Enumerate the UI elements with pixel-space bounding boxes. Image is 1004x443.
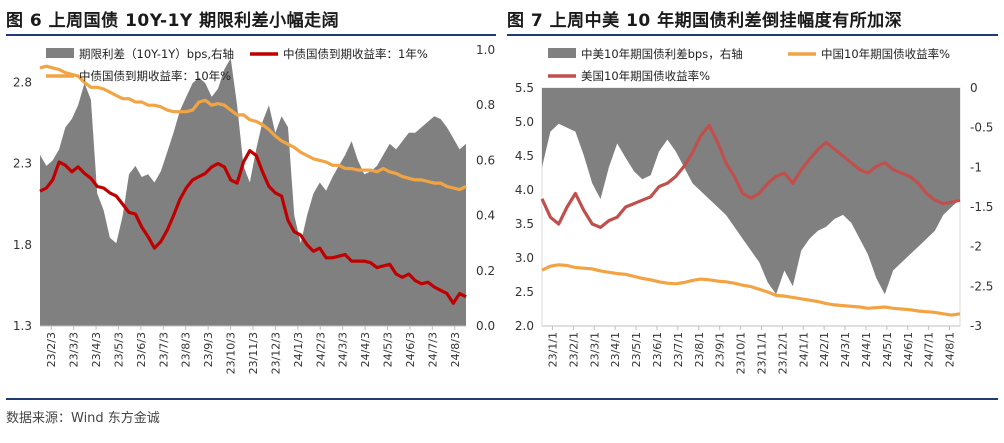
right-y-right-tick-label: -2.5 [970,279,993,293]
left-x-tick-label: 24/7/3 [426,332,439,367]
right-x-tick-label: 24/8/1 [944,332,957,367]
left-x-tick-label: 23/5/3 [112,332,125,367]
right-x-tick-label: 23/12/1 [776,332,789,374]
left-x-tick-label: 24/8/3 [449,332,462,367]
left-x-tick-label: 23/10/3 [225,332,238,374]
left-x-tick-label: 24/5/3 [382,332,395,367]
title-divider-left [6,34,496,36]
china-us-spread-chart: 23/1/1 23/2/1 23/3/1 23/4/1 23/5/1 23/6/1 23/7… [515,47,994,374]
right-series-line-2 [540,123,961,229]
right-x-tick-label: 23/10/1 [735,332,748,374]
right-x-tick-label: 23/11/1 [755,332,768,374]
right-x-tick-label: 24/7/1 [923,332,936,367]
right-legend-label-2: 美国10年期国债收益率% [581,69,710,83]
right-y-left-tick-label: 2.0 [515,319,534,333]
left-y-right-tick-label: 0.2 [476,264,495,278]
source-note: 数据来源：Wind 东方金诚 [6,411,160,426]
right-x-tick-label: 24/6/1 [902,332,915,367]
left-series-line-2 [39,64,467,192]
right-y-left-tick-label: 3.0 [515,251,534,265]
right-x-tick-label: 23/4/1 [609,332,622,367]
right-y-right-tick-label: 0 [970,81,978,95]
right-x-tick-label: 23/5/1 [630,332,643,367]
left-x-tick-label: 23/3/3 [68,332,81,367]
right-x-tick-label: 24/5/1 [881,332,894,367]
left-x-tick-label: 24/1/3 [292,332,305,367]
right-y-left-tick-label: 3.5 [515,217,534,231]
left-y-left-tick-label: 2.3 [13,157,32,171]
right-y-left-tick-label: 5.5 [515,81,534,95]
right-x-tick-label: 24/3/1 [839,332,852,367]
left-x-tick-label: 23/6/3 [135,332,148,367]
right-y-left-tick-label: 5.0 [515,115,534,129]
left-legend-swatch-0 [46,48,74,58]
right-x-tick-label: 24/4/1 [860,332,873,367]
left-y-left-tick-label: 2.8 [13,75,32,89]
left-x-tick-label: 24/6/3 [404,332,417,367]
left-x-tick-label: 23/12/3 [269,332,282,374]
right-y-left-tick-label: 4.0 [515,183,534,197]
right-y-left-tick-label: 4.5 [515,149,534,163]
left-legend-label-0: 期限利差（10Y-1Y）bps,右轴 [79,47,234,61]
left-series-line-1 [39,149,467,305]
right-x-tick-label: 23/8/1 [693,332,706,367]
title-divider-right [507,34,998,36]
right-legend-swatch-0 [548,48,576,58]
left-x-tick-label: 23/2/3 [45,332,58,367]
right-y-right-tick-label: -3 [970,319,982,333]
left-x-tick-label: 24/4/3 [359,332,372,367]
left-y-right-tick-label: 1.0 [476,43,495,57]
yield-spread-chart: 23/2/3 23/3/3 23/4/3 23/5/3 23/6/3 23/7/3 23/8… [13,43,495,374]
right-y-right-tick-label: -2 [970,240,982,254]
right-x-tick-label: 23/6/1 [651,332,664,367]
left-x-tick-label: 24/2/3 [314,332,327,367]
left-x-tick-label: 23/7/3 [157,332,170,367]
right-x-tick-label: 23/3/1 [588,332,601,367]
chart-title-right: 图 7 上周中美 10 年期国债利差倒挂幅度有所加深 [507,11,903,31]
left-y-right-tick-label: 0.4 [476,209,495,223]
right-legend-label-1: 中国10年期国债收益率% [821,47,950,61]
footer-divider [6,398,998,400]
left-y-left-tick-label: 1.8 [13,238,32,252]
left-x-tick-label: 23/8/3 [180,332,193,367]
right-series-line-1 [541,263,961,317]
right-y-left-tick-label: 2.5 [515,285,534,299]
left-y-left-tick-label: 1.3 [13,319,32,333]
right-x-tick-label: 24/2/1 [818,332,831,367]
left-y-right-tick-label: 0.6 [476,153,495,167]
right-y-right-tick-label: -1.5 [970,200,993,214]
left-legend-label-2: 中债国债到期收益率：10年% [79,69,231,83]
right-x-tick-label: 23/1/1 [546,332,559,367]
right-x-tick-label: 23/2/1 [567,332,580,367]
left-x-tick-label: 23/11/3 [247,332,260,374]
right-x-tick-label: 23/7/1 [672,332,685,367]
right-legend-label-0: 中美10年期国债利差bps，右轴 [581,47,743,61]
left-x-tick-label: 24/3/3 [337,332,350,367]
chart-title-left: 图 6 上周国债 10Y-1Y 期限利差小幅走阔 [6,11,340,31]
right-y-right-tick-label: -0.5 [970,121,993,135]
left-legend-label-1: 中债国债到期收益率：1年% [283,47,428,61]
right-x-tick-label: 24/1/1 [797,332,810,367]
right-x-tick-label: 23/9/1 [714,332,727,367]
left-y-right-tick-label: 0.8 [476,98,495,112]
left-y-right-tick-label: 0.0 [476,319,495,333]
left-x-tick-label: 23/9/3 [202,332,215,367]
right-y-right-tick-label: -1 [970,160,982,174]
left-series-area-0 [40,58,466,327]
right-series-area-0 [542,88,960,295]
left-x-tick-label: 23/4/3 [90,332,103,367]
